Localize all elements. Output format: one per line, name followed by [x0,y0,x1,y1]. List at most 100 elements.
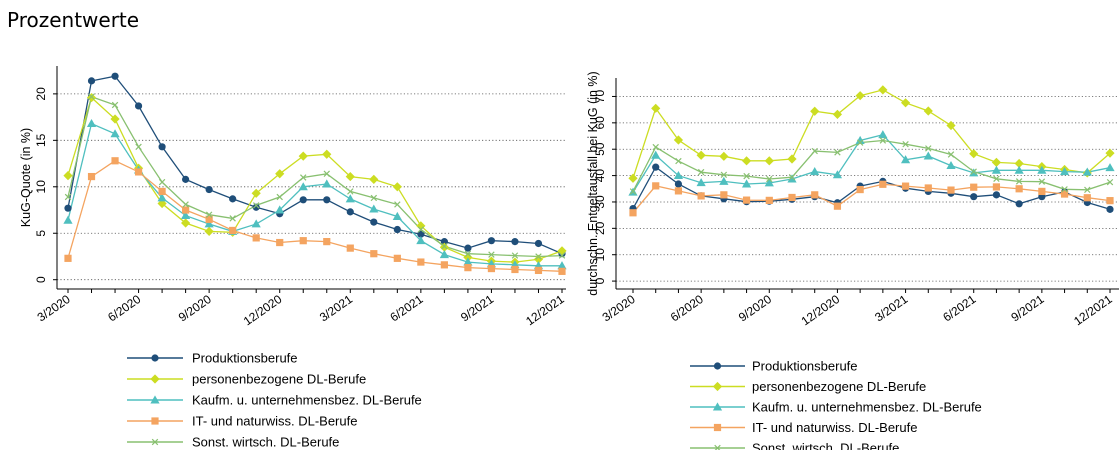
data-point-personenbezogene-dl-berufe [923,106,933,116]
data-point-sonst-wirtsch-dl-berufe [182,201,189,208]
data-point-it-und-naturwiss-dl-berufe [992,183,1001,191]
x-tick-label: 3/2020 [35,292,73,325]
data-point-sonst-wirtsch-dl-berufe [879,137,887,144]
y-tick-label: 0 [34,276,48,283]
data-point-it-und-naturwiss-dl-berufe [901,182,910,190]
y-axis-title: KuG-Quote (in %) [19,128,33,227]
data-point-sonst-wirtsch-dl-berufe [464,250,472,257]
data-point-personenbezogene-dl-berufe [946,120,956,131]
x-tick-label: 6/2021 [940,292,978,325]
x-tick-label: 3/2021 [872,292,910,325]
data-point-personenbezogene-dl-berufe [900,98,911,108]
legend-label: personenbezogene DL-Berufe [752,379,926,394]
data-point-sonst-wirtsch-dl-berufe [856,139,864,146]
data-point-it-und-naturwiss-dl-berufe [1038,187,1046,196]
data-point-it-und-naturwiss-dl-berufe [252,234,260,242]
data-point-produktionsberufe [487,237,496,245]
data-point-produktionsberufe [252,203,260,211]
data-point-personenbezogene-dl-berufe [86,92,97,103]
data-point-kaufm-u-unternehmensbez-dl-berufe [1037,165,1047,174]
data-point-sonst-wirtsch-dl-berufe [511,252,519,259]
y-tick-label: 5 [34,230,48,237]
page-title: Prozentwerte [7,8,140,32]
data-point-produktionsberufe [652,163,660,171]
legend-label: Kaufm. u. unternehmensbez. DL-Berufe [192,393,422,408]
data-point-kaufm-u-unternehmensbez-dl-berufe [557,261,567,270]
data-point-sonst-wirtsch-dl-berufe [558,252,566,259]
data-point-it-und-naturwiss-dl-berufe [229,226,237,235]
data-point-kaufm-u-unternehmensbez-dl-berufe [63,215,73,224]
legend-label: Kaufm. u. unternehmensbez. DL-Berufe [752,400,982,415]
data-point-produktionsberufe [134,102,143,110]
data-point-sonst-wirtsch-dl-berufe [323,170,330,178]
data-point-produktionsberufe [370,218,378,226]
data-point-it-und-naturwiss-dl-berufe [697,192,705,200]
legend-item-personenbezogene-dl-berufe: personenbezogene DL-Berufe [127,372,366,387]
x-tick-label: 12/2021 [1071,292,1115,329]
data-point-it-und-naturwiss-dl-berufe [205,215,213,223]
data-point-produktionsberufe [299,196,307,204]
legend-item-kaufm-u-unternehmensbez-dl-berufe: Kaufm. u. unternehmensbez. DL-Berufe [690,400,982,415]
legend-marker [150,395,160,404]
y-tick-label: 70 [593,89,607,103]
data-point-personenbezogene-dl-berufe [878,85,888,95]
data-point-kaufm-u-unternehmensbez-dl-berufe [741,179,752,188]
data-point-it-und-naturwiss-dl-berufe [1060,190,1069,198]
data-point-personenbezogene-dl-berufe [673,135,684,145]
data-point-it-und-naturwiss-dl-berufe [1106,197,1114,205]
data-point-sonst-wirtsch-dl-berufe [675,157,682,165]
x-tick-label: 9/2021 [458,292,496,325]
data-point-sonst-wirtsch-dl-berufe [766,175,773,183]
data-point-personenbezogene-dl-berufe [832,109,843,119]
data-point-kaufm-u-unternehmensbez-dl-berufe [1105,163,1115,172]
data-point-personenbezogene-dl-berufe [787,154,797,164]
data-point-it-und-naturwiss-dl-berufe [833,202,842,210]
data-point-kaufm-u-unternehmensbez-dl-berufe [86,119,97,128]
data-point-it-und-naturwiss-dl-berufe [182,206,190,214]
legend-item-kaufm-u-unternehmensbez-dl-berufe: Kaufm. u. unternehmensbez. DL-Berufe [127,393,422,408]
data-point-sonst-wirtsch-dl-berufe [720,171,728,179]
data-point-personenbezogene-dl-berufe [298,151,308,161]
data-point-kaufm-u-unternehmensbez-dl-berufe [463,257,473,266]
x-tick-label: 6/2020 [105,292,143,325]
data-point-it-und-naturwiss-dl-berufe [64,254,72,262]
data-point-it-und-naturwiss-dl-berufe [1015,185,1023,193]
data-point-sonst-wirtsch-dl-berufe [652,143,659,151]
legend-item-sonst-wirtsch-dl-berufe: Sonst. wirtsch. DL-Berufe [127,435,339,450]
data-point-personenbezogene-dl-berufe [322,149,332,159]
x-tick-label: 9/2020 [176,292,214,325]
data-point-it-und-naturwiss-dl-berufe [323,238,331,246]
data-point-it-und-naturwiss-dl-berufe [811,191,819,199]
data-point-produktionsberufe [182,175,190,183]
data-point-produktionsberufe [1015,200,1023,208]
legend-label: Produktionsberufe [192,351,298,366]
data-point-it-und-naturwiss-dl-berufe [393,254,401,262]
data-point-sonst-wirtsch-dl-berufe [88,93,95,100]
data-point-kaufm-u-unternehmensbez-dl-berufe [1014,165,1024,174]
legend-marker [712,402,723,411]
series-line-produktionsberufe [632,166,1111,210]
x-tick-label: 12/2020 [241,292,285,329]
data-point-sonst-wirtsch-dl-berufe [394,201,401,208]
data-point-sonst-wirtsch-dl-berufe [111,101,119,109]
data-point-kaufm-u-unternehmensbez-dl-berufe [810,167,820,176]
data-point-it-und-naturwiss-dl-berufe [87,172,96,181]
series-line-it-und-naturwiss-dl-berufe [632,183,1111,214]
data-point-kaufm-u-unternehmensbez-dl-berufe [322,179,332,188]
data-point-produktionsberufe [87,77,96,85]
y-tick-label: 40 [593,169,607,183]
data-point-sonst-wirtsch-dl-berufe [370,194,378,202]
data-point-produktionsberufe [1106,205,1114,213]
data-point-it-und-naturwiss-dl-berufe [1083,194,1091,202]
data-point-kaufm-u-unternehmensbez-dl-berufe [787,174,797,183]
data-point-kaufm-u-unternehmensbez-dl-berufe [946,160,956,170]
legend-item-produktionsberufe: Produktionsberufe [127,351,298,366]
y-tick-label: 60 [593,116,607,130]
series-line-kaufm-u-unternehmensbez-dl-berufe [67,122,562,267]
x-tick-label: 12/2021 [523,292,567,329]
chart-left-kug-quote: 0 5 10 15 20 3/2020 6/2020 9/2020 12/2020 3/2021 6… [19,66,567,450]
x-tick-label: 3/2021 [317,292,355,325]
data-point-personenbezogene-dl-berufe [764,156,774,166]
data-point-kaufm-u-unternehmensbez-dl-berufe [719,176,729,185]
